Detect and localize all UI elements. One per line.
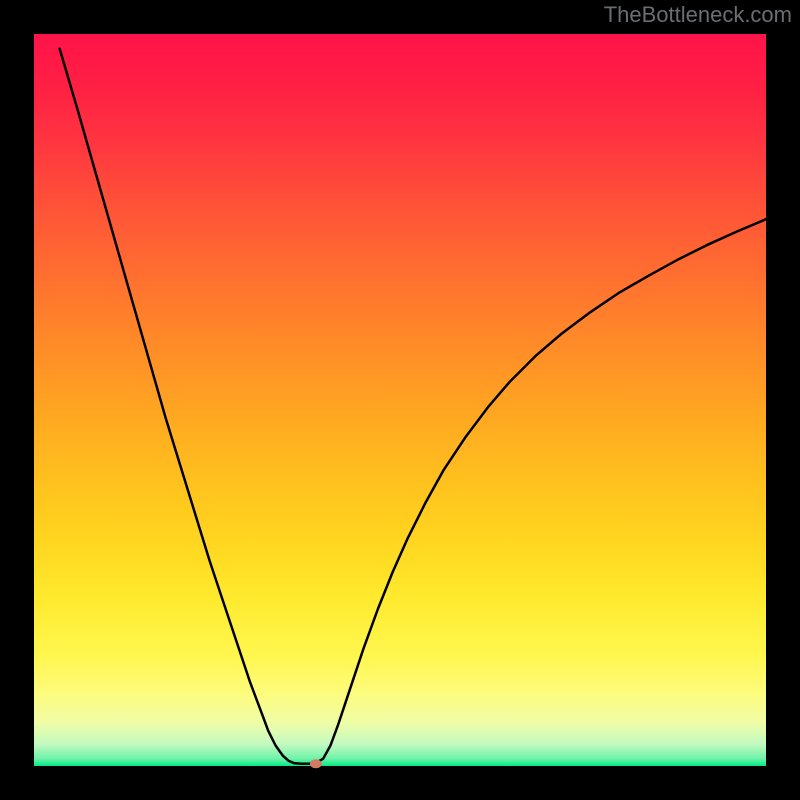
optimal-point-marker	[310, 759, 322, 768]
chart-svg	[0, 0, 800, 800]
bottleneck-chart	[0, 0, 800, 800]
watermark-text: TheBottleneck.com	[604, 2, 792, 28]
plot-background	[34, 34, 766, 766]
